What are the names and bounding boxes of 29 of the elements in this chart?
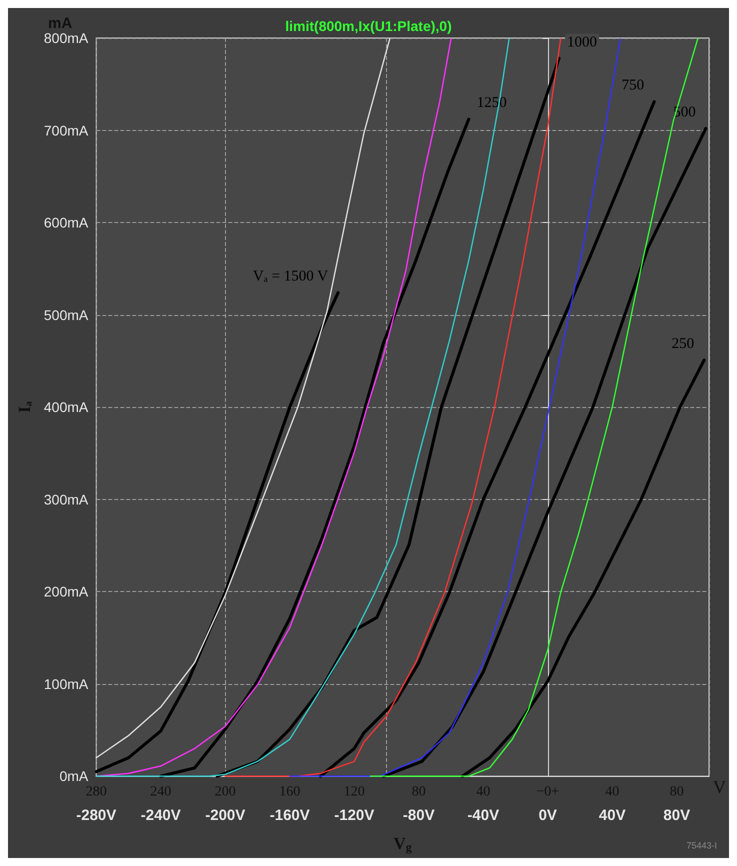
x-tick-label: 80V bbox=[663, 807, 690, 824]
x-tick-label: -160V bbox=[270, 807, 310, 824]
x-tick-label: -280V bbox=[76, 807, 116, 824]
text: 75443-I bbox=[686, 840, 718, 850]
y-tick-label: 700mA bbox=[44, 122, 89, 138]
series-label: 250 bbox=[672, 336, 694, 352]
series-label: Vₐ = 1500 V bbox=[252, 268, 328, 285]
x-tick-label: -200V bbox=[205, 807, 246, 824]
series-label: 1000 bbox=[567, 34, 598, 50]
x-tick-label: -240V bbox=[140, 807, 181, 824]
line-series bbox=[159, 118, 470, 778]
x-tick-label: -40V bbox=[467, 807, 500, 824]
line-series bbox=[460, 358, 706, 778]
x-tick-label: -80V bbox=[402, 807, 435, 824]
x-tick-label: 0V bbox=[538, 807, 557, 824]
y-tick-label: 800mA bbox=[44, 30, 89, 46]
y-tick-label: 600mA bbox=[44, 214, 89, 231]
y-tick-label: 0mA bbox=[59, 768, 89, 784]
y-tick-label: 200mA bbox=[44, 584, 89, 600]
y-tick-label: 100mA bbox=[44, 676, 89, 692]
x-tick-label: 40V bbox=[598, 807, 626, 824]
line-series bbox=[382, 126, 708, 778]
y-tick-label: 300mA bbox=[44, 491, 89, 508]
series-label: 750 bbox=[622, 78, 644, 94]
x-tick-label: -120V bbox=[334, 807, 374, 824]
line-series bbox=[370, 38, 698, 777]
y-tick-label: 400mA bbox=[44, 399, 89, 416]
y-tick-label: 500mA bbox=[44, 306, 89, 323]
chart-title: limit(800m,Ix(U1:Plate),0) bbox=[285, 18, 452, 34]
